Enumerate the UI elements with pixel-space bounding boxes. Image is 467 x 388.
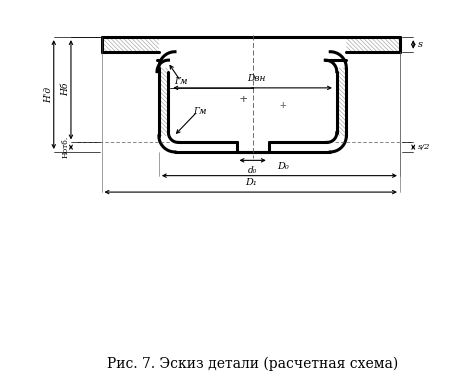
Text: D₁: D₁	[245, 178, 256, 187]
Text: Гм: Гм	[174, 77, 188, 86]
Text: s/2: s/2	[418, 143, 431, 151]
Text: Гм: Гм	[193, 107, 207, 116]
Text: d₀: d₀	[248, 166, 257, 175]
Text: +: +	[280, 100, 286, 110]
Text: Hб: Hб	[61, 83, 70, 97]
Text: Dвн: Dвн	[247, 74, 266, 83]
Text: Рис. 7. Эскиз детали (расчетная схема): Рис. 7. Эскиз детали (расчетная схема)	[107, 357, 398, 371]
Text: D₀: D₀	[277, 162, 289, 171]
Text: H'д: H'д	[44, 87, 53, 103]
Text: Hотб.: Hотб.	[62, 136, 70, 158]
Text: s: s	[418, 40, 423, 49]
Text: +: +	[239, 93, 247, 106]
